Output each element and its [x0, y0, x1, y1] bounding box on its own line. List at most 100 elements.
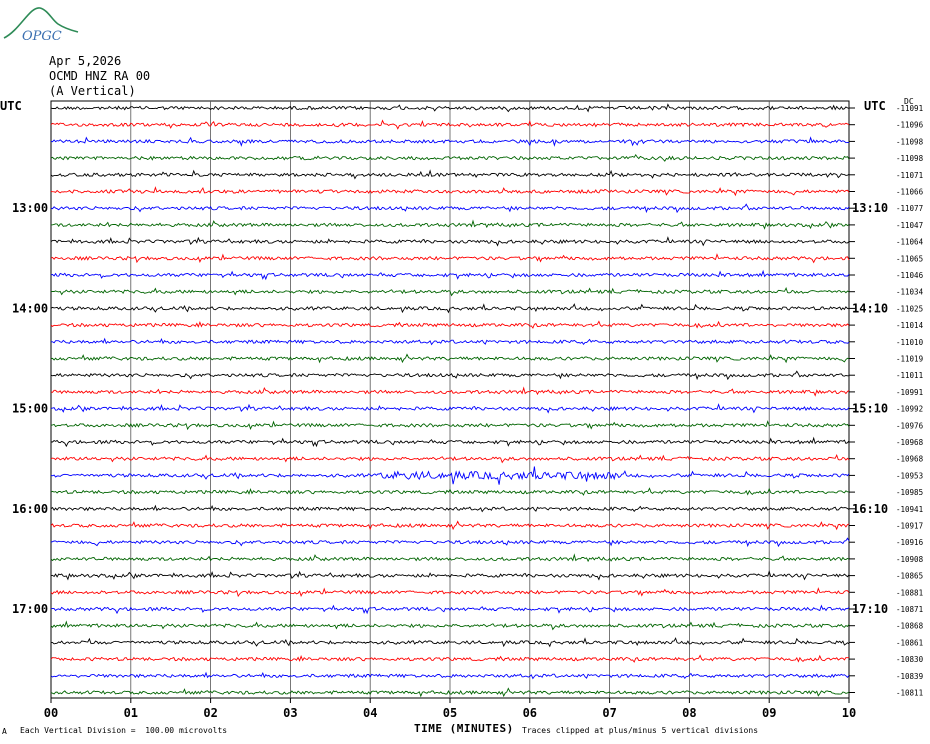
seismic-trace	[50, 103, 850, 113]
seismic-trace	[50, 186, 850, 197]
seismic-trace	[50, 287, 850, 297]
hour-label-right: 13:10	[852, 201, 888, 215]
dc-offset-label: -10839	[896, 672, 923, 681]
dc-offset-label: -10868	[896, 622, 924, 631]
seismic-trace	[50, 671, 850, 680]
dc-offset-label: -10916	[896, 538, 924, 547]
seismic-trace	[50, 320, 850, 329]
logo-text: OPGC	[22, 29, 62, 44]
seismic-trace	[50, 269, 850, 281]
x-axis-label: TIME (MINUTES)	[414, 722, 514, 735]
hour-label-right: 14:10	[852, 301, 888, 315]
hour-label-right: 15:10	[852, 402, 888, 416]
dc-offset-label: -10811	[896, 689, 923, 698]
corner-mark: A	[2, 727, 7, 736]
x-tick-label: 10	[842, 706, 856, 720]
hour-label-right: 17:10	[852, 602, 888, 616]
dc-offset-label: -11046	[896, 271, 924, 280]
x-tick-label: 05	[443, 706, 457, 720]
dc-offset-label: -11064	[896, 238, 924, 247]
header-date: Apr 5,2026	[49, 54, 122, 68]
seismic-trace	[50, 687, 850, 698]
seismic-trace	[50, 219, 850, 230]
scale-note: Each Vertical Division = 100.00 microvol…	[20, 726, 228, 735]
x-tick-label: 07	[602, 706, 616, 720]
seismic-trace	[50, 487, 850, 496]
dc-offset-label: -11065	[896, 254, 923, 263]
header-component: (A Vertical)	[49, 84, 136, 98]
utc-right-label: UTC	[864, 99, 886, 113]
seismic-trace	[50, 420, 850, 431]
hour-label-left: 16:00	[12, 502, 48, 516]
seismic-trace	[50, 454, 850, 464]
seismic-trace	[50, 537, 850, 548]
dc-offset-label: -10968	[896, 438, 924, 447]
seismic-trace	[51, 436, 850, 448]
dc-offset-label: -10968	[896, 455, 924, 464]
seismic-trace	[50, 303, 850, 314]
dc-offset-label: -10917	[896, 522, 923, 531]
seismic-trace	[50, 353, 850, 364]
seismic-trace	[50, 466, 850, 485]
seismic-trace	[50, 553, 850, 563]
seismic-trace	[50, 604, 850, 615]
x-tick-label: 01	[124, 706, 138, 720]
dc-offset-label: -11098	[896, 137, 924, 146]
dc-offset-label: -11034	[896, 288, 924, 297]
header-station: OCMD HNZ RA 00	[49, 69, 151, 83]
dc-offset-label: -11019	[896, 355, 923, 364]
seismic-trace	[50, 620, 850, 631]
seismic-trace	[50, 203, 850, 214]
dc-offset-label: -11047	[896, 221, 923, 230]
hour-label-left: 13:00	[12, 201, 48, 215]
seismic-trace	[50, 253, 850, 264]
seismic-trace	[50, 236, 850, 247]
hour-label-left: 15:00	[12, 402, 48, 416]
mountain-logo-icon	[3, 7, 79, 39]
dc-offset-label: -11011	[896, 371, 923, 380]
seismic-trace	[50, 136, 850, 147]
seismic-trace	[50, 169, 850, 180]
dc-offset-label: -10991	[896, 388, 923, 397]
opgc-logo: OPGC	[3, 7, 79, 44]
dc-offset-label: -10865	[896, 572, 923, 581]
dc-offset-label: -11010	[896, 338, 924, 347]
x-tick-label: 08	[682, 706, 696, 720]
dc-offset-label: -10941	[896, 505, 923, 514]
x-tick-label: 03	[283, 706, 297, 720]
seismic-trace	[51, 637, 850, 648]
dc-offset-label: -10908	[896, 555, 924, 564]
seismic-trace	[50, 386, 850, 397]
dc-offset-label: -11071	[896, 171, 923, 180]
seismic-trace	[50, 119, 850, 130]
dc-offset-label: -10830	[896, 655, 924, 664]
seismic-trace	[50, 403, 850, 414]
dc-offset-label: -11091	[896, 104, 923, 113]
clip-note: Traces clipped at plus/minus 5 vertical …	[522, 726, 759, 735]
x-tick-label: 02	[203, 706, 217, 720]
seismic-trace	[50, 587, 850, 598]
dc-offset-label: -10992	[896, 405, 923, 414]
dc-offset-label: -10871	[896, 605, 923, 614]
dc-offset-label: -11025	[896, 304, 923, 313]
seismic-trace	[50, 370, 849, 381]
dc-offset-label: -11096	[896, 121, 924, 130]
dc-offset-label: -10976	[896, 421, 924, 430]
dc-offset-label: -10985	[896, 488, 923, 497]
seismic-trace	[51, 337, 850, 346]
seismic-trace	[50, 520, 850, 531]
seismic-trace	[50, 570, 850, 581]
dc-label: DC	[904, 97, 914, 106]
utc-left-label: UTC	[0, 99, 22, 113]
x-tick-label: 06	[523, 706, 537, 720]
dc-offset-label: -11098	[896, 154, 924, 163]
x-tick-label: 09	[762, 706, 776, 720]
hour-label-right: 16:10	[852, 502, 888, 516]
dc-offset-label: -11066	[896, 188, 924, 197]
dc-offset-label: -11077	[896, 204, 923, 213]
seismic-trace	[50, 153, 850, 162]
x-tick-label: 00	[44, 706, 58, 720]
dc-offset-label: -11014	[896, 321, 924, 330]
dc-offset-label: -10861	[896, 638, 923, 647]
